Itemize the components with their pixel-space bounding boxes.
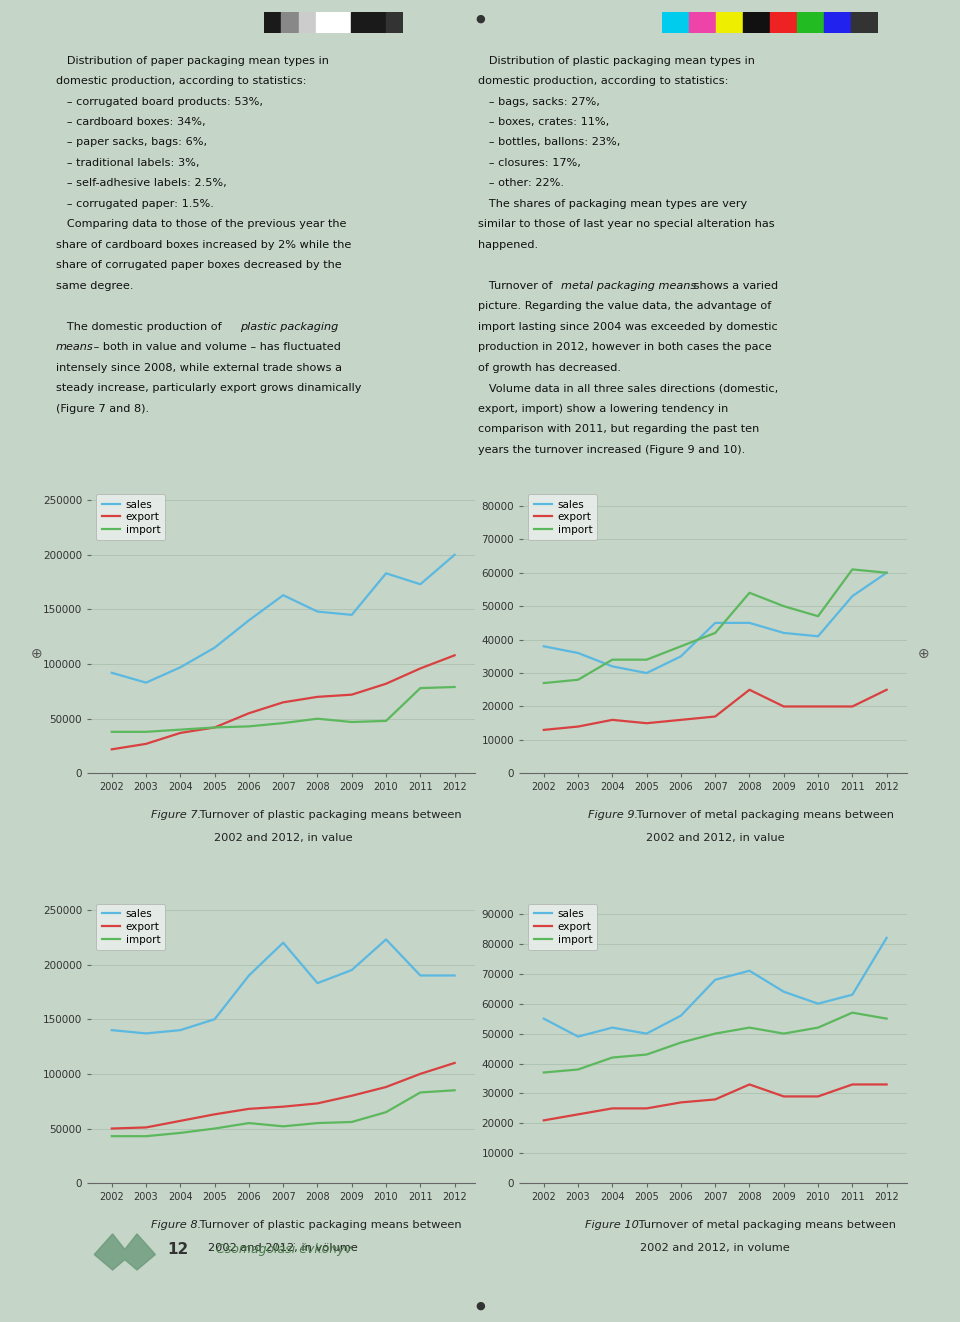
- Text: – corrugated paper: 1.5%.: – corrugated paper: 1.5%.: [56, 198, 213, 209]
- Text: – self-adhesive labels: 2.5%,: – self-adhesive labels: 2.5%,: [56, 178, 227, 189]
- Legend: sales, export, import: sales, export, import: [96, 904, 165, 949]
- Bar: [264, 12, 281, 33]
- Bar: [798, 12, 825, 33]
- Text: metal packaging means: metal packaging means: [561, 280, 696, 291]
- Text: Figure 8.: Figure 8.: [151, 1220, 202, 1231]
- Text: comparison with 2011, but regarding the past ten: comparison with 2011, but regarding the …: [478, 424, 759, 435]
- Legend: sales, export, import: sales, export, import: [528, 904, 597, 949]
- Text: (Figure 7 and 8).: (Figure 7 and 8).: [56, 405, 149, 414]
- Text: import lasting since 2004 was exceeded by domestic: import lasting since 2004 was exceeded b…: [478, 323, 778, 332]
- Bar: [716, 12, 743, 33]
- Text: production in 2012, however in both cases the pace: production in 2012, however in both case…: [478, 342, 772, 353]
- Text: – other: 22%.: – other: 22%.: [478, 178, 564, 189]
- Text: The shares of packaging mean types are very: The shares of packaging mean types are v…: [478, 198, 747, 209]
- Text: – paper sacks, bags: 6%,: – paper sacks, bags: 6%,: [56, 137, 206, 148]
- Text: 2002 and 2012, in volume: 2002 and 2012, in volume: [208, 1243, 358, 1253]
- Text: means: means: [56, 342, 93, 353]
- Text: years the turnover increased (Figure 9 and 10).: years the turnover increased (Figure 9 a…: [478, 444, 745, 455]
- Text: Turnover of metal packaging means between: Turnover of metal packaging means betwee…: [636, 1220, 897, 1231]
- Text: same degree.: same degree.: [56, 280, 133, 291]
- Bar: [334, 12, 351, 33]
- Bar: [825, 12, 852, 33]
- Bar: [770, 12, 798, 33]
- Text: Figure 7.: Figure 7.: [151, 810, 202, 821]
- Text: ⊕: ⊕: [918, 648, 929, 661]
- Text: 2002 and 2012, in value: 2002 and 2012, in value: [214, 833, 352, 843]
- Bar: [299, 12, 316, 33]
- Text: 2002 and 2012, in volume: 2002 and 2012, in volume: [640, 1243, 790, 1253]
- Text: export, import) show a lowering tendency in: export, import) show a lowering tendency…: [478, 405, 729, 414]
- Text: Figure 10.: Figure 10.: [586, 1220, 643, 1231]
- Text: steady increase, particularly export grows dinamically: steady increase, particularly export gro…: [56, 383, 361, 394]
- Text: Csomagolási évkönyv: Csomagolási évkönyv: [216, 1243, 352, 1256]
- Text: plastic packaging: plastic packaging: [240, 323, 338, 332]
- Text: – closures: 17%,: – closures: 17%,: [478, 159, 581, 168]
- Text: Turnover of plastic packaging means between: Turnover of plastic packaging means betw…: [196, 1220, 462, 1231]
- Text: ⊕: ⊕: [31, 648, 42, 661]
- Text: 2002 and 2012, in value: 2002 and 2012, in value: [646, 833, 784, 843]
- Text: of growth has decreased.: of growth has decreased.: [478, 362, 621, 373]
- Text: intensely since 2008, while external trade shows a: intensely since 2008, while external tra…: [56, 362, 342, 373]
- Text: Figure 9.: Figure 9.: [588, 810, 638, 821]
- Text: – traditional labels: 3%,: – traditional labels: 3%,: [56, 159, 199, 168]
- Text: Turnover of plastic packaging means between: Turnover of plastic packaging means betw…: [196, 810, 462, 821]
- Text: Distribution of paper packaging mean types in: Distribution of paper packaging mean typ…: [56, 56, 328, 66]
- Bar: [743, 12, 770, 33]
- Text: The domestic production of: The domestic production of: [56, 323, 225, 332]
- Text: Turnover of metal packaging means between: Turnover of metal packaging means betwee…: [633, 810, 894, 821]
- Text: Volume data in all three sales directions (domestic,: Volume data in all three sales direction…: [478, 383, 779, 394]
- Text: – cardboard boxes: 34%,: – cardboard boxes: 34%,: [56, 118, 205, 127]
- Legend: sales, export, import: sales, export, import: [528, 494, 597, 539]
- Bar: [351, 12, 369, 33]
- Text: 12: 12: [167, 1241, 188, 1257]
- Bar: [386, 12, 403, 33]
- Text: happened.: happened.: [478, 241, 539, 250]
- Text: similar to those of last year no special alteration has: similar to those of last year no special…: [478, 219, 775, 230]
- Text: picture. Regarding the value data, the advantage of: picture. Regarding the value data, the a…: [478, 301, 771, 312]
- Text: domestic production, according to statistics:: domestic production, according to statis…: [478, 77, 729, 86]
- Text: – bags, sacks: 27%,: – bags, sacks: 27%,: [478, 97, 600, 107]
- Polygon shape: [94, 1233, 156, 1270]
- Text: ●: ●: [475, 1301, 485, 1311]
- Bar: [689, 12, 716, 33]
- Text: domestic production, according to statistics:: domestic production, according to statis…: [56, 77, 306, 86]
- Text: – boxes, crates: 11%,: – boxes, crates: 11%,: [478, 118, 610, 127]
- Text: – bottles, ballons: 23%,: – bottles, ballons: 23%,: [478, 137, 620, 148]
- Legend: sales, export, import: sales, export, import: [96, 494, 165, 539]
- Text: – both in value and volume – has fluctuated: – both in value and volume – has fluctua…: [90, 342, 341, 353]
- Text: Comparing data to those of the previous year the: Comparing data to those of the previous …: [56, 219, 347, 230]
- Text: ●: ●: [475, 13, 485, 24]
- Bar: [369, 12, 386, 33]
- Bar: [281, 12, 299, 33]
- Text: Turnover of: Turnover of: [478, 280, 556, 291]
- Text: share of corrugated paper boxes decreased by the: share of corrugated paper boxes decrease…: [56, 260, 342, 271]
- Text: share of cardboard boxes increased by 2% while the: share of cardboard boxes increased by 2%…: [56, 241, 351, 250]
- Text: Distribution of plastic packaging mean types in: Distribution of plastic packaging mean t…: [478, 56, 755, 66]
- Text: – corrugated board products: 53%,: – corrugated board products: 53%,: [56, 97, 263, 107]
- Bar: [316, 12, 334, 33]
- Text: shows a varied: shows a varied: [690, 280, 779, 291]
- Bar: [662, 12, 689, 33]
- Bar: [852, 12, 878, 33]
